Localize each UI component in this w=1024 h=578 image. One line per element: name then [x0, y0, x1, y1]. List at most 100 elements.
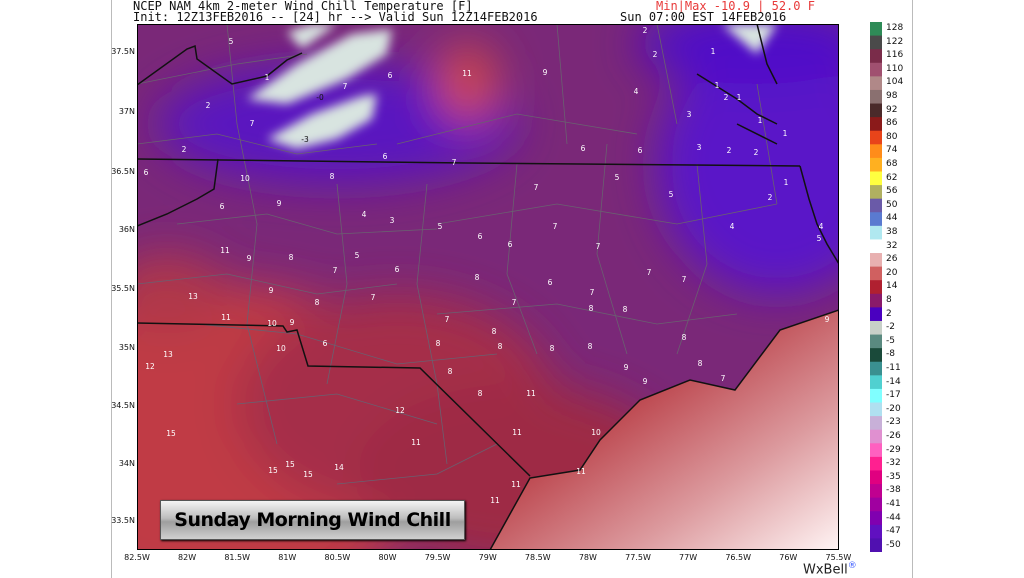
- point-value: 8: [475, 273, 480, 282]
- colorbar-swatch: [870, 239, 882, 254]
- colorbar-swatch: [870, 89, 882, 105]
- lon-label: 77.5W: [625, 553, 651, 562]
- point-value: 9: [290, 318, 295, 327]
- lat-label: 36.5N: [111, 167, 135, 176]
- point-value: 11: [462, 69, 472, 78]
- colorbar-label: 26: [886, 254, 898, 265]
- colorbar-swatch: [870, 320, 882, 336]
- colorbar-swatch: [870, 307, 882, 322]
- point-value: 7: [343, 82, 348, 91]
- nc-sc-border: [137, 322, 531, 477]
- lat-label: 36N: [118, 225, 135, 234]
- colorbar-label: -17: [886, 390, 901, 401]
- point-value: 8: [589, 304, 594, 313]
- point-value: 7: [721, 374, 726, 383]
- point-value: 8: [550, 344, 555, 353]
- point-value: 2: [643, 26, 648, 35]
- colorbar-swatch: [870, 103, 882, 118]
- point-value: 1: [711, 47, 716, 56]
- point-value: 6: [395, 265, 400, 274]
- coastline: [489, 165, 839, 550]
- tn-nc-border: [137, 158, 219, 227]
- point-value: 14: [334, 463, 344, 472]
- colorbar-swatch: [870, 524, 882, 539]
- point-value: 9: [825, 315, 830, 324]
- lat-label: 35.5N: [111, 284, 135, 293]
- overlay-title: Sunday Morning Wind Chill: [160, 500, 465, 540]
- point-value: 8: [289, 253, 294, 262]
- point-value: 7: [250, 119, 255, 128]
- colorbar-label: 2: [886, 308, 892, 319]
- point-value: 6: [220, 202, 225, 211]
- point-value: 7: [647, 268, 652, 277]
- colorbar-swatch: [870, 144, 882, 159]
- point-value: 1: [784, 178, 789, 187]
- point-value: 8: [682, 333, 687, 342]
- point-value: 9: [247, 254, 252, 263]
- colorbar-swatch: [870, 49, 882, 64]
- colorbar-label: -38: [886, 485, 901, 496]
- point-value: 6: [508, 240, 513, 249]
- point-value: 4: [730, 222, 735, 231]
- colorbar-swatch: [870, 538, 882, 552]
- colorbar-swatch: [870, 62, 882, 77]
- point-value: 13: [188, 292, 198, 301]
- colorbar-label: -23: [886, 417, 901, 428]
- lon-label: 79W: [478, 553, 497, 562]
- point-value: 11: [220, 246, 230, 255]
- lon-label: 79.5W: [424, 553, 451, 562]
- colorbar-label: -35: [886, 471, 901, 482]
- point-value: 15: [166, 429, 176, 438]
- colorbar-label: 92: [886, 104, 898, 115]
- lon-label: 77W: [679, 553, 698, 562]
- colorbar-swatch: [870, 484, 882, 499]
- colorbar-swatch: [870, 212, 882, 227]
- colorbar-label: -44: [886, 512, 901, 523]
- colorbar-swatch: [870, 117, 882, 132]
- point-value: 7: [333, 266, 338, 275]
- point-value: 8: [623, 305, 628, 314]
- colorbar-swatch: [870, 334, 882, 349]
- point-value: 3: [697, 143, 702, 152]
- point-value: 15: [268, 466, 278, 475]
- colorbar-swatch: [870, 293, 882, 308]
- county-lines: [137, 24, 778, 485]
- colorbar-label: 56: [886, 186, 898, 197]
- colorbar-swatch: [870, 416, 882, 431]
- colorbar-swatch: [870, 198, 882, 213]
- colorbar-swatch: [870, 348, 882, 363]
- point-value: 8: [698, 359, 703, 368]
- min-max-readout: Min|Max -10.9 | 52.0 F: [656, 0, 815, 13]
- point-value: 8: [498, 342, 503, 351]
- colorbar-label: 122: [886, 36, 904, 47]
- point-value: 1: [265, 73, 270, 82]
- point-value: 4: [634, 87, 639, 96]
- lon-label: 81W: [278, 553, 297, 562]
- lon-label: 82W: [178, 553, 197, 562]
- colorbar-label: 50: [886, 199, 898, 210]
- point-value: 9: [269, 286, 274, 295]
- colorbar-label: 20: [886, 267, 898, 278]
- colorbar-label: 116: [886, 50, 904, 61]
- colorbar-swatch: [870, 470, 882, 485]
- colorbar: [870, 22, 882, 552]
- point-value: 6: [581, 144, 586, 153]
- colorbar-label: -50: [886, 539, 901, 550]
- point-value: 8: [492, 327, 497, 336]
- point-value: 6: [638, 146, 643, 155]
- colorbar-label: 86: [886, 118, 898, 129]
- init-valid-line: Init: 12Z13FEB2016 -- [24] hr --> Valid …: [133, 10, 538, 24]
- point-value: 12: [395, 406, 405, 415]
- lat-label: 37N: [118, 107, 135, 116]
- point-value: 10: [591, 428, 601, 437]
- lat-label: 34.5N: [111, 401, 135, 410]
- point-value: 5: [615, 173, 620, 182]
- valid-local-time: Sun 07:00 EST 14FEB2016: [620, 10, 787, 24]
- point-value: -0: [316, 93, 324, 102]
- point-value: 4: [819, 222, 824, 231]
- colorbar-label: 98: [886, 91, 898, 101]
- point-value: 11: [526, 389, 536, 398]
- point-value: 3: [390, 216, 395, 225]
- colorbar-swatch: [870, 225, 882, 240]
- point-value: 7: [553, 222, 558, 231]
